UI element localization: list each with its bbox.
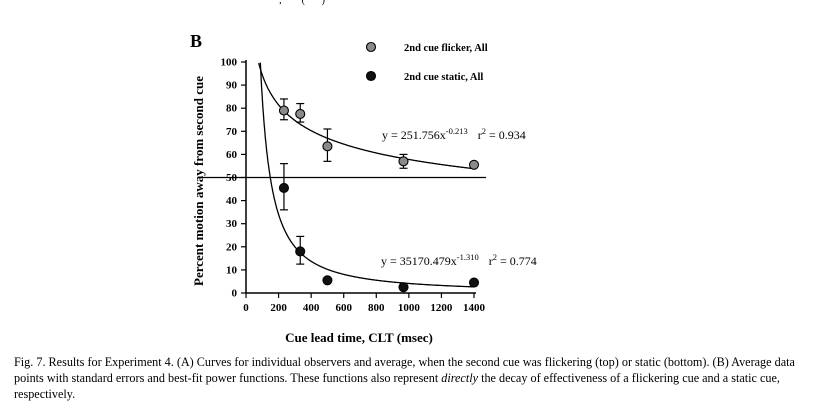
x-tick-label: 600: [335, 302, 352, 314]
x-tick-label: 0: [243, 302, 249, 314]
figure-panel-b: · · · · · ···, · · · (·····) B 2nd cue f…: [190, 0, 537, 345]
y-tick-label: 70: [226, 126, 238, 138]
legend-label: 2nd cue static, All: [404, 72, 483, 83]
fit-curve-flicker: [258, 62, 474, 170]
x-axis-label: Cue lead time, CLT (msec): [285, 330, 433, 345]
legend: 2nd cue flicker, All 2nd cue static, All: [365, 41, 488, 83]
data-point-flicker: [398, 156, 409, 167]
y-tick-label: 60: [226, 149, 238, 161]
y-tick-label: 10: [226, 264, 238, 276]
top-fragment-text: · · · · · ···, · · · (·····): [240, 0, 325, 6]
panel-label: B: [190, 31, 202, 51]
data-point-flicker: [322, 141, 333, 152]
x-tick-label: 1000: [398, 302, 421, 314]
fit-r-value: = 0.934: [486, 128, 526, 142]
fit-eq-base: y = 35170.479x: [381, 254, 457, 268]
x-tick-label: 200: [270, 302, 287, 314]
y-tick-label: 80: [226, 103, 238, 115]
fit-eq-base: y = 251.756x: [382, 128, 446, 142]
fit-eq-exponent: -0.213: [446, 126, 468, 136]
legend-marker: [365, 41, 377, 53]
y-tick-label: 40: [226, 195, 238, 207]
data-point-flicker: [295, 108, 306, 120]
data-point-flicker: [278, 105, 289, 116]
fit-r-sup: 2: [493, 252, 497, 262]
fit-r-sup: 2: [482, 126, 486, 136]
caption-part1: Fig. 7. Results for Experiment 4. (A) Cu…: [14, 355, 795, 385]
data-points: [278, 105, 480, 293]
y-tick-label: 20: [226, 241, 238, 253]
legend-marker: [365, 70, 377, 82]
y-tick-label: 90: [226, 80, 238, 92]
fit-curve-static: [259, 62, 475, 288]
error-bars: [279, 98, 408, 265]
fit-r-label: r: [478, 128, 482, 142]
data-point-static: [468, 277, 480, 288]
fit-r-label: r: [489, 254, 493, 268]
data-point-static: [278, 182, 289, 193]
y-tick-label: 0: [232, 288, 238, 300]
x-tick-label: 1400: [463, 302, 486, 314]
fit-r-value: = 0.774: [497, 254, 537, 268]
data-point-flicker: [468, 159, 480, 170]
fit-eq-exponent: -1.310: [457, 252, 479, 262]
caption-emphasis: directly: [441, 371, 479, 385]
x-tick-label: 400: [303, 302, 320, 314]
data-point-static: [295, 246, 306, 257]
x-tick-label: 800: [368, 302, 385, 314]
data-point-static: [398, 282, 409, 293]
fit-equation: y = 35170.479x-1.310 r2 = 0.774: [381, 252, 537, 268]
x-tick-label: 1200: [430, 302, 453, 314]
caption-part2: the decay of effectiveness of a flickeri…: [14, 371, 780, 401]
y-tick-label: 30: [226, 218, 238, 230]
figure-caption: Fig. 7. Results for Experiment 4. (A) Cu…: [14, 354, 810, 402]
legend-label: 2nd cue flicker, All: [404, 43, 488, 54]
fit-curves: [258, 62, 475, 288]
y-tick-label: 100: [221, 57, 238, 69]
data-point-static: [322, 275, 333, 286]
fit-equation: y = 251.756x-0.213 r2 = 0.934: [382, 126, 526, 142]
y-axis-label: Percent motion away from second cue: [191, 76, 206, 286]
